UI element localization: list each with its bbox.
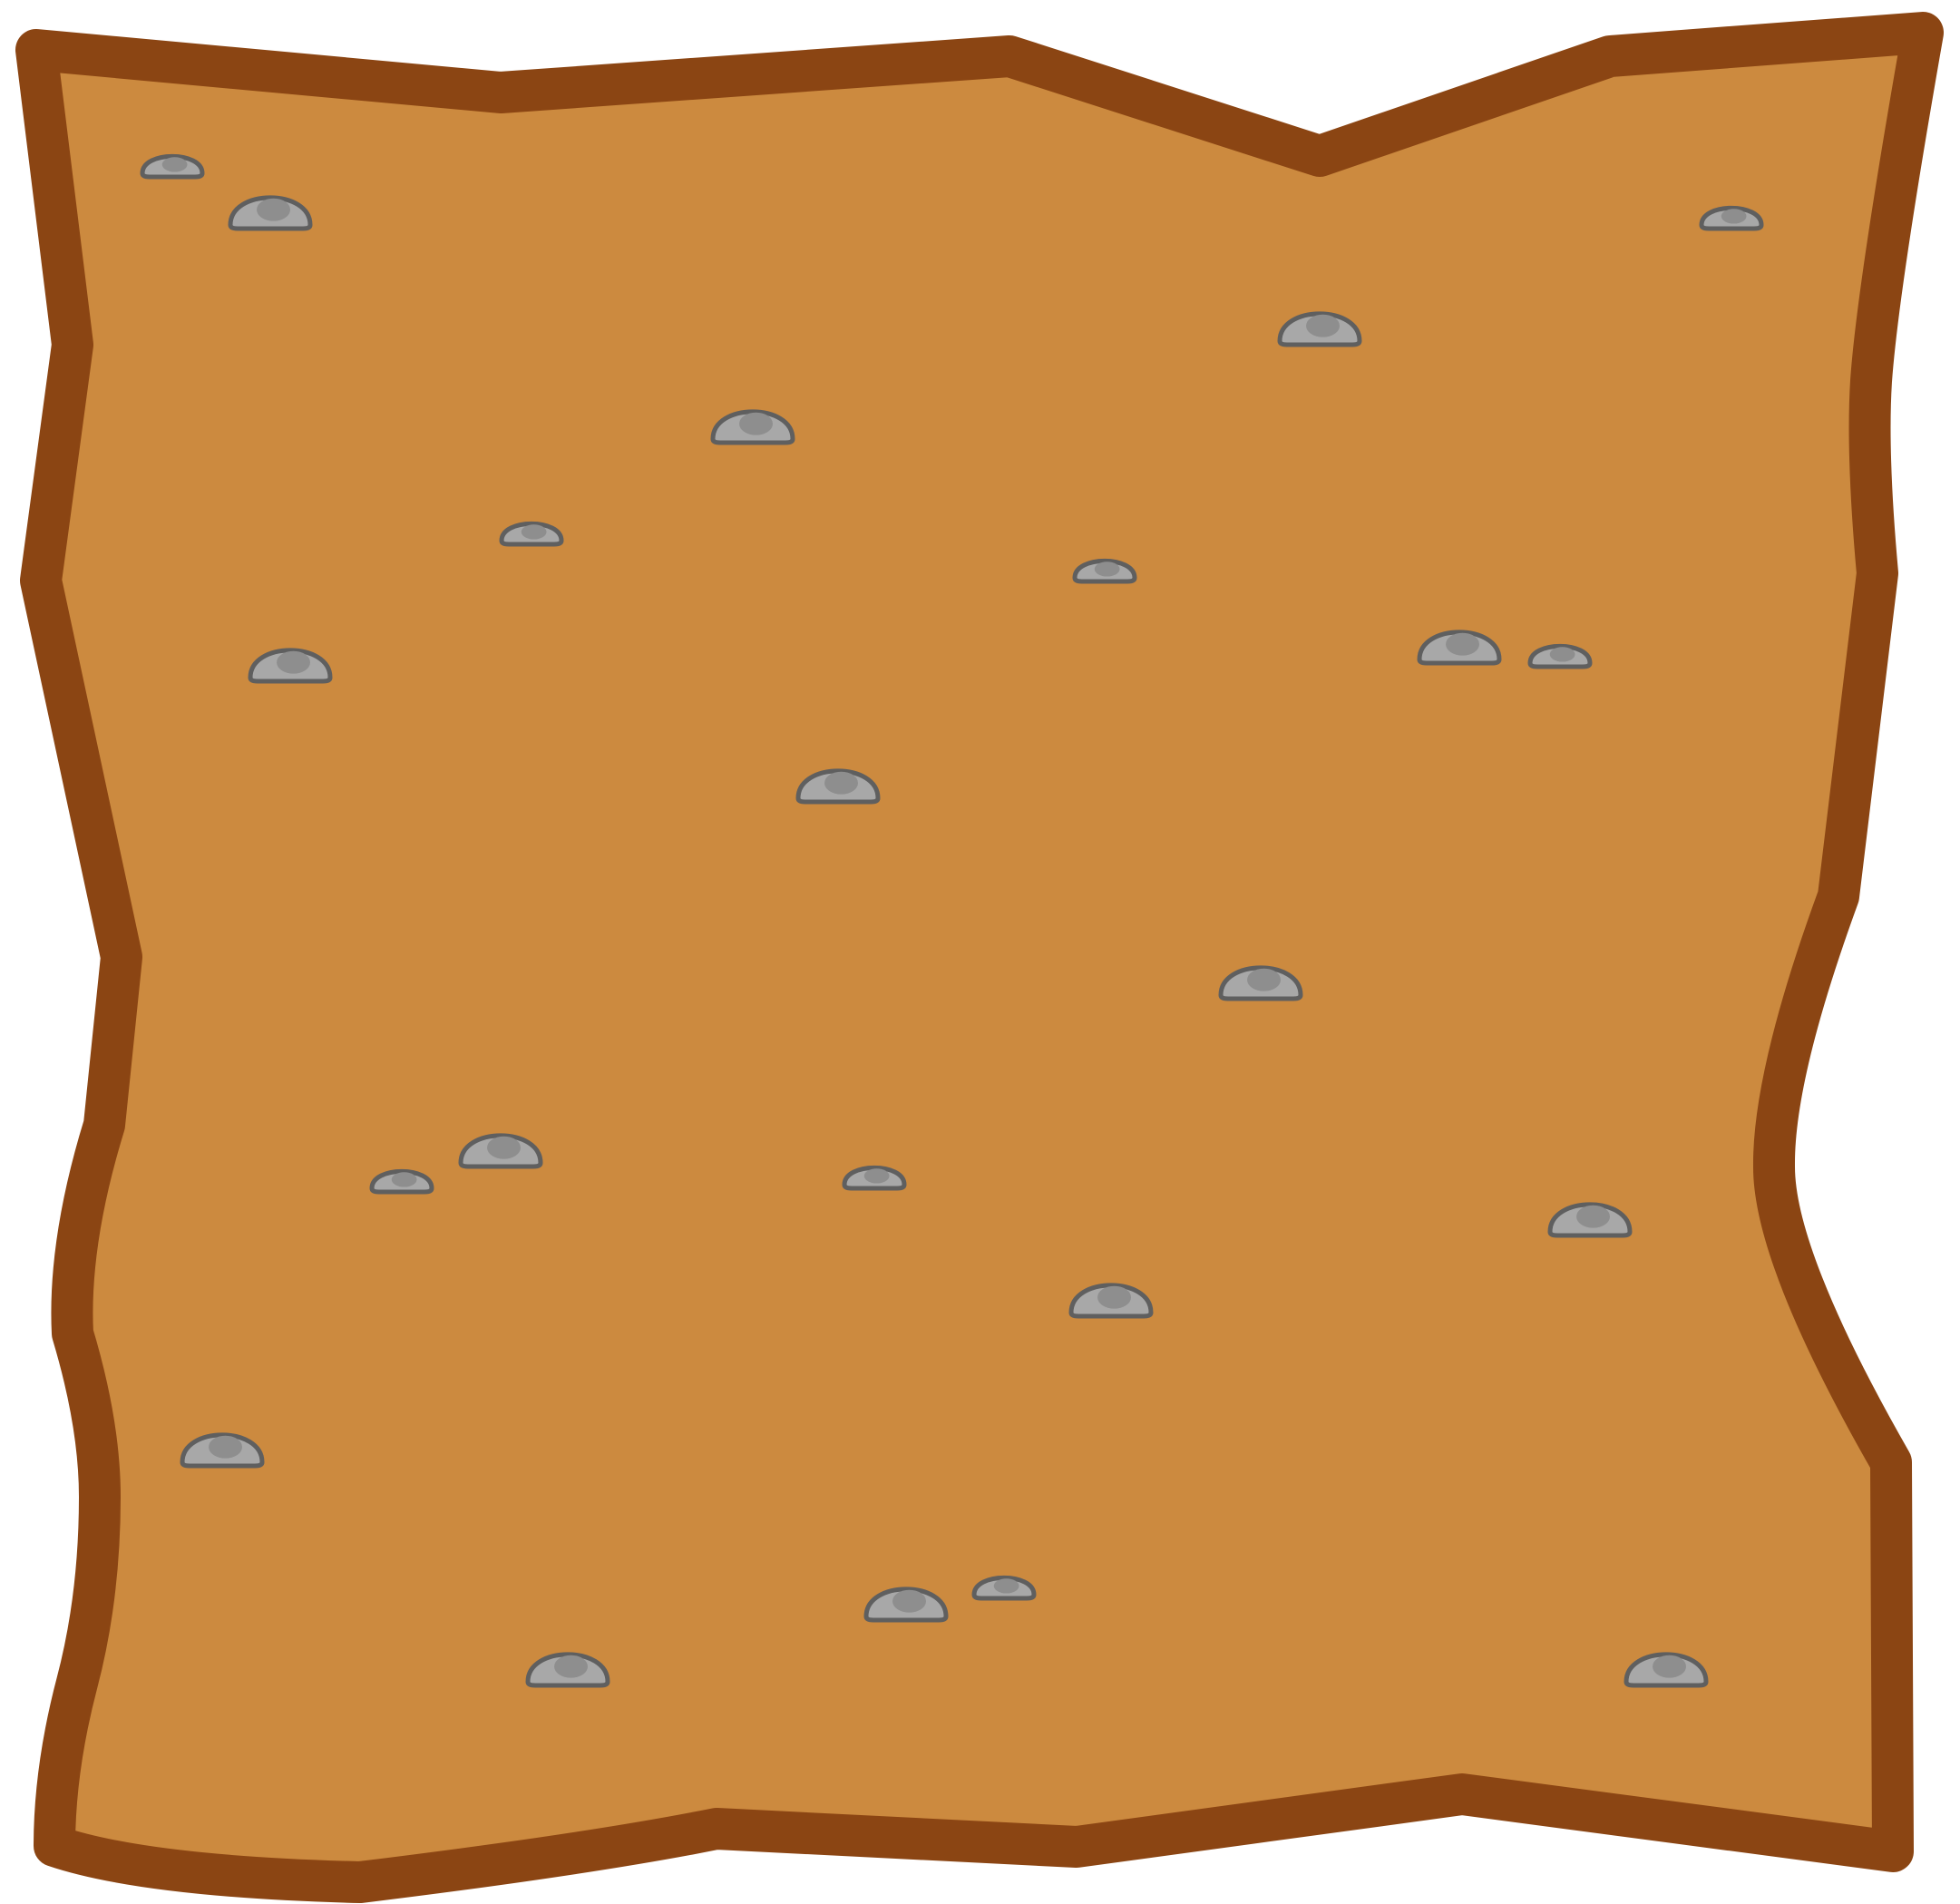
pebble-shade [1097,1285,1131,1309]
pebble-shade [521,524,547,540]
pebble-19 [863,1587,949,1623]
pebble-shade [1247,968,1281,991]
pebble-shade [1549,647,1575,662]
pebble-15 [842,1165,907,1191]
pebble-12 [1218,965,1303,1001]
pebble-shade [863,1168,890,1184]
pebble-shade [739,412,774,435]
pebble-layer [140,153,1764,1688]
pebble-2 [228,195,313,231]
pebble-shade [1094,561,1120,577]
pebble-shade [391,1172,417,1187]
pebble-1 [140,153,205,180]
pebble-16 [1547,1202,1633,1238]
pebble-shade [554,1655,589,1678]
pebble-shade [1721,209,1747,224]
pebble-21 [525,1652,610,1688]
dirt-ground-tile [15,12,1944,1903]
pebble-20 [971,1575,1037,1601]
pebble-6 [499,521,564,547]
pebble-7 [1072,558,1137,584]
pebble-shade [1306,314,1340,337]
pebble-shade [1446,632,1479,656]
pebble-13 [458,1133,543,1169]
pebble-shade [993,1578,1019,1594]
pebble-shade [161,157,188,172]
pebble-shade [824,771,859,795]
pebble-shade [487,1136,522,1159]
pebble-shade [1653,1655,1686,1678]
pebble-shade [892,1589,927,1613]
pebble-14 [369,1168,434,1195]
pebble-8 [1417,630,1502,666]
pebble-17 [1068,1283,1154,1319]
pebble-22 [1624,1652,1709,1688]
pebble-shade [257,198,290,221]
pebble-shade [277,650,310,674]
pebble-4 [1277,311,1362,347]
pebble-shade [209,1435,242,1459]
pebble-18 [180,1432,265,1469]
pebble-shade [1576,1205,1610,1228]
pebble-11 [795,768,881,805]
pebble-10 [1527,643,1593,669]
pebble-3 [1699,205,1764,231]
pebble-5 [710,409,795,445]
pebble-9 [248,648,333,684]
